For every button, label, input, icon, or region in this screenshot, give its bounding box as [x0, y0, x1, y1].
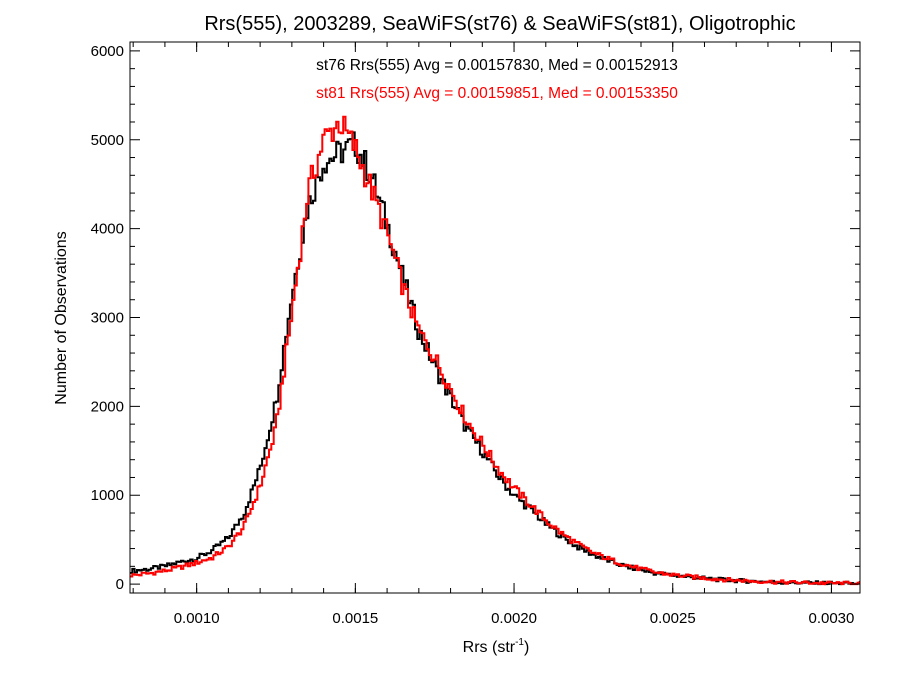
x-axis-label-tail: ) [524, 639, 529, 656]
plot-series-group [130, 115, 860, 586]
series-st76-histogram [130, 131, 860, 586]
y-tick-label: 3000 [91, 310, 124, 327]
x-tick-label: 0.0020 [491, 610, 537, 627]
series-st81-histogram [130, 115, 860, 586]
plot-frame [129, 41, 861, 594]
x-tick-label: 0.0025 [650, 610, 696, 627]
x-tick-label: 0.0010 [174, 610, 220, 627]
tick-labels-group: 0.0010 0.0015 0.0020 0.0025 0.0030 0 1000 2000 3… [91, 43, 855, 627]
x-axis-label: Rrs (str-1) [463, 637, 530, 656]
y-tick-label: 5000 [91, 132, 124, 149]
chart-title: Rrs(555), 2003289, SeaWiFS(st76) & SeaWi… [204, 13, 795, 35]
y-tick-label: 1000 [91, 487, 124, 504]
x-tick-label: 0.0030 [808, 610, 854, 627]
plot-axes [129, 41, 861, 594]
x-axis-label-main: Rrs (str [463, 639, 516, 656]
y-tick-label: 2000 [91, 398, 124, 415]
annotation-st76-stats: st76 Rrs(555) Avg = 0.00157830, Med = 0.… [316, 57, 678, 74]
y-tick-label: 0 [116, 576, 124, 593]
y-tick-label: 6000 [91, 43, 124, 60]
annotation-st81-stats: st81 Rrs(555) Avg = 0.00159851, Med = 0.… [316, 85, 678, 102]
x-tick-label: 0.0015 [332, 610, 378, 627]
y-axis-label: Number of Observations [53, 231, 70, 404]
x-axis-label-superscript: -1 [515, 637, 524, 648]
y-tick-label: 4000 [91, 221, 124, 238]
